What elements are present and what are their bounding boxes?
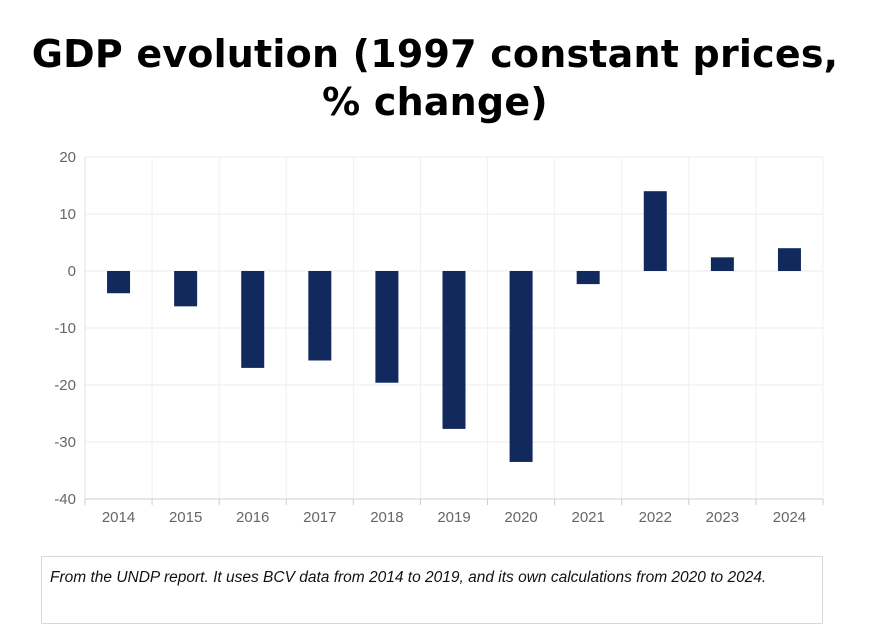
x-axis-ticks: 2014 2015 2016 2017 2018 2019 2020 2021 2022 2023… [102,509,806,526]
y-tick-label: 10 [59,206,76,223]
x-tick-label: 2021 [571,509,604,526]
bar-2015 [174,271,198,307]
x-tick-label: 2017 [303,509,336,526]
bar-2022 [643,191,667,271]
bar-2018 [375,271,399,383]
y-tick-label: -30 [54,434,76,451]
bar-2020 [509,271,533,462]
x-tick-label: 2014 [102,509,135,526]
x-tick-label: 2019 [437,509,470,526]
bar-2017 [308,271,332,361]
source-note: From the UNDP report. It uses BCV data f… [41,556,823,624]
y-tick-label: -10 [54,320,76,337]
chart-title: GDP evolution (1997 constant prices, % c… [31,32,839,124]
axes [84,157,824,505]
bar-2024 [777,248,801,271]
y-axis-ticks: 20 10 0 -10 -20 -30 -40 [54,149,76,508]
y-tick-label: -20 [54,377,76,394]
x-tick-label: 2018 [370,509,403,526]
y-tick-label: 0 [68,263,76,280]
x-tick-label: 2016 [236,509,269,526]
x-tick-label: 2015 [169,509,202,526]
bars [107,191,801,462]
bar-2019 [442,271,466,429]
y-tick-label: 20 [59,149,76,166]
x-tick-label: 2020 [504,509,537,526]
bar-2016 [241,271,265,368]
x-tick-label: 2023 [706,509,739,526]
bar-2014 [107,271,131,294]
bar-2021 [576,271,600,285]
x-tick-label: 2024 [773,509,806,526]
y-tick-label: -40 [54,491,76,508]
x-tick-label: 2022 [639,509,672,526]
bar-2023 [710,257,734,271]
